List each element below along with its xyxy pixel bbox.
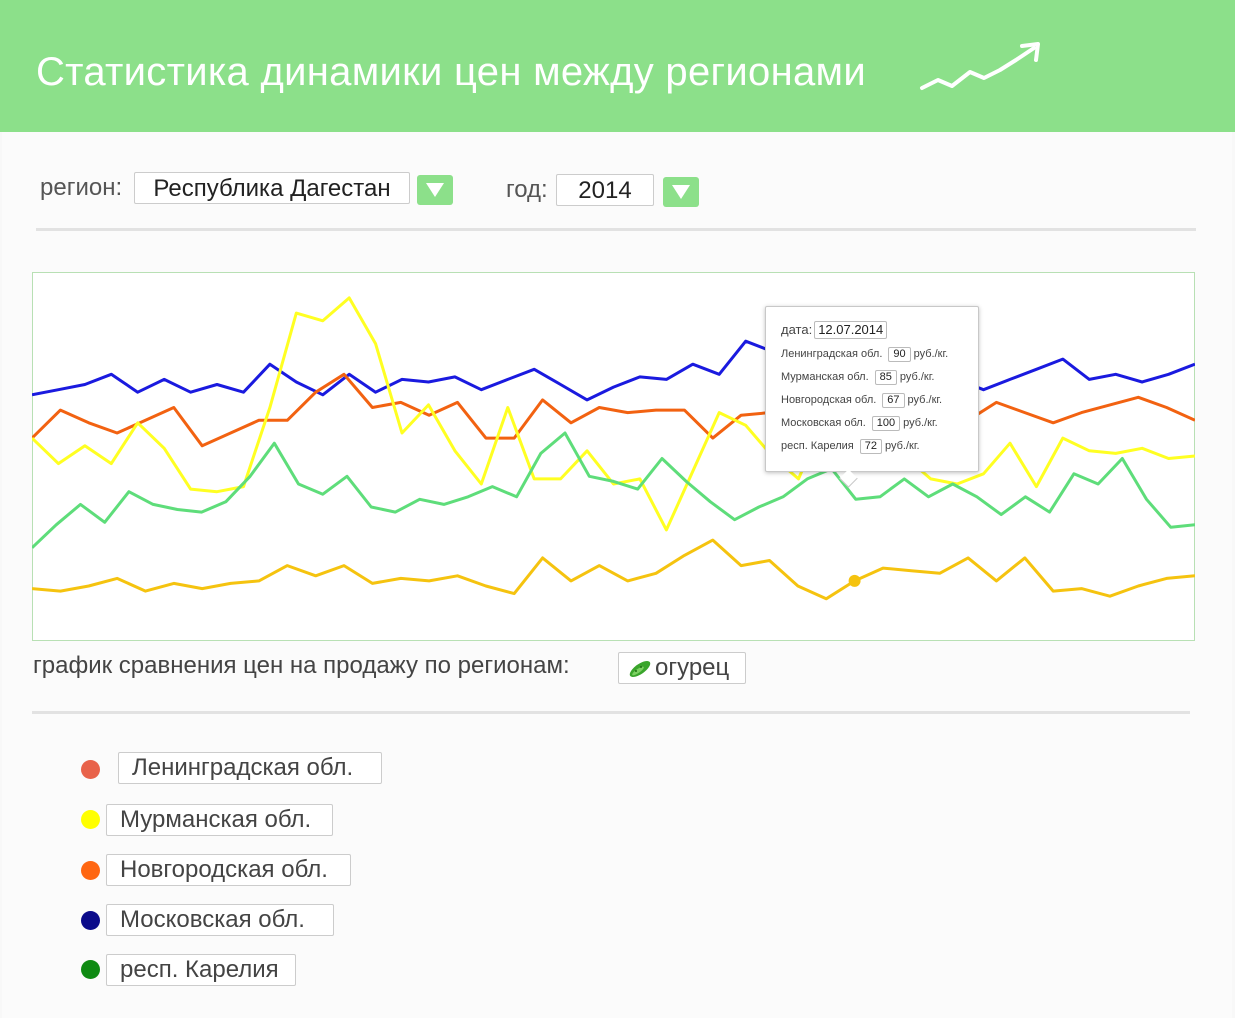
tooltip-date-label: дата:	[781, 322, 813, 337]
tooltip-region: Московская обл.	[781, 417, 866, 429]
tooltip-date-value: 12.07.2014	[814, 321, 888, 339]
chart-tooltip: дата: 12.07.2014 Ленинградская обл. 90 руб.…	[765, 306, 979, 472]
legend-dot	[81, 861, 100, 880]
tooltip-date-row: дата: 12.07.2014	[781, 321, 890, 339]
legend-item-karelia[interactable]: респ. Карелия	[106, 954, 296, 986]
tooltip-row: Московская обл. 100 руб./кг.	[781, 416, 938, 431]
divider	[36, 228, 1196, 231]
tooltip-unit: руб./кг.	[907, 394, 943, 406]
price-line-chart[interactable]	[32, 272, 1195, 641]
tooltip-unit: руб./кг.	[899, 371, 935, 383]
year-select[interactable]: 2014	[556, 174, 654, 206]
tooltip-row: респ. Карелия 72 руб./кг.	[781, 439, 920, 454]
series-line-4[interactable]	[32, 431, 1195, 549]
year-dropdown-button[interactable]	[663, 177, 699, 207]
legend-dot	[81, 960, 100, 979]
region-dropdown-button[interactable]	[417, 175, 453, 205]
region-label: регион:	[40, 174, 123, 201]
tooltip-region: Ленинградская обл.	[781, 348, 883, 360]
cucumber-icon	[629, 660, 651, 678]
tooltip-region: Новгородская обл.	[781, 394, 877, 406]
divider	[32, 711, 1190, 714]
legend-item-novgorod[interactable]: Новгородская обл.	[106, 854, 351, 886]
trend-up-icon	[920, 42, 1040, 90]
tooltip-row: Мурманская обл. 85 руб./кг.	[781, 370, 934, 385]
series-line-3[interactable]	[32, 538, 1195, 601]
tooltip-region: Мурманская обл.	[781, 371, 869, 383]
tooltip-value: 85	[874, 370, 897, 385]
tooltip-value: 72	[859, 439, 882, 454]
page-header: Статистика динамики цен между регионами	[0, 0, 1235, 132]
region-select[interactable]: Республика Дагестан	[134, 172, 410, 204]
series-line-0[interactable]	[32, 339, 1195, 402]
tooltip-value: 90	[888, 347, 911, 362]
legend-dot	[81, 810, 100, 829]
product-name: огурец	[655, 654, 730, 681]
hover-marker-2	[848, 574, 861, 587]
legend-dot	[81, 760, 100, 779]
legend-item-leningrad[interactable]: Ленинградская обл.	[118, 752, 382, 784]
series-line-1[interactable]	[32, 372, 1195, 448]
year-label: год:	[506, 176, 548, 203]
tooltip-unit: руб./кг.	[903, 417, 938, 429]
tooltip-row: Новгородская обл. 67 руб./кг.	[781, 393, 942, 408]
series-line-2[interactable]	[32, 296, 1195, 532]
chart-caption: график сравнения цен на продажу по регио…	[33, 652, 570, 679]
legend-item-murmansk[interactable]: Мурманская обл.	[106, 804, 333, 836]
tooltip-value: 67	[882, 393, 905, 408]
tooltip-unit: руб./кг.	[913, 348, 949, 360]
legend-dot	[81, 911, 100, 930]
tooltip-region: респ. Карелия	[781, 440, 854, 452]
product-selector[interactable]: огурец	[618, 652, 746, 684]
tooltip-unit: руб./кг.	[884, 440, 920, 452]
tooltip-row: Ленинградская обл. 90 руб./кг.	[781, 347, 948, 362]
page-title: Статистика динамики цен между регионами	[36, 50, 866, 94]
legend-item-moscow[interactable]: Московская обл.	[106, 904, 334, 936]
chart-area	[32, 272, 1195, 641]
tooltip-value: 100	[871, 416, 901, 431]
